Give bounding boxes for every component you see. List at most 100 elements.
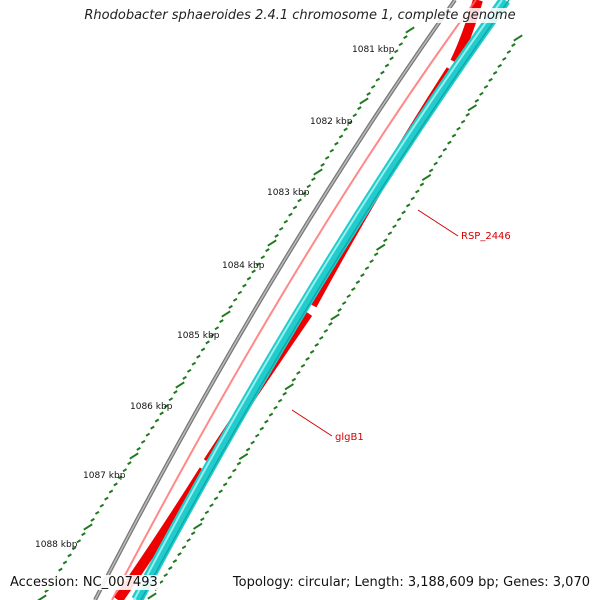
minor-tick <box>320 162 325 167</box>
minor-tick <box>150 425 155 430</box>
major-tick <box>129 452 139 460</box>
major-tick <box>330 313 340 321</box>
minor-tick <box>71 546 77 551</box>
minor-tick <box>347 120 353 125</box>
minor-tick <box>305 356 310 361</box>
major-tick <box>376 243 386 251</box>
minor-tick <box>292 205 298 210</box>
minor-tick <box>228 304 233 309</box>
minor-tick <box>277 398 283 403</box>
minor-tick <box>380 70 385 75</box>
minor-tick <box>232 297 238 302</box>
map-title: Rhodobacter sphaeroides 2.4.1 chromosome… <box>0 8 600 23</box>
minor-tick <box>278 226 284 231</box>
minor-tick <box>392 224 397 229</box>
major-tick <box>238 452 249 461</box>
minor-tick <box>159 411 164 416</box>
minor-tick <box>245 447 251 452</box>
genome-backbone <box>93 0 457 600</box>
minor-tick <box>222 482 228 487</box>
minor-tick <box>265 248 270 253</box>
minor-tick <box>158 580 164 585</box>
minor-tick <box>260 255 266 260</box>
minor-tick <box>309 349 315 354</box>
minor-tick <box>264 419 269 424</box>
minor-tick <box>370 84 376 89</box>
minor-tick <box>300 363 306 368</box>
minor-tick <box>219 319 224 324</box>
minor-tick <box>214 326 220 331</box>
minor-tick <box>465 112 470 117</box>
minor-tick <box>511 43 516 47</box>
minor-tick <box>396 217 402 222</box>
minor-tick <box>474 98 480 103</box>
minor-tick <box>437 154 443 159</box>
minor-tick <box>108 489 114 494</box>
minor-tick <box>301 191 307 196</box>
minor-tick <box>323 328 329 333</box>
major-tick <box>284 383 294 391</box>
forward-gene-track <box>111 0 483 600</box>
minor-tick <box>428 168 434 173</box>
minor-tick <box>433 161 438 166</box>
reverse-track <box>131 0 510 600</box>
minor-tick <box>205 340 210 345</box>
major-tick <box>513 34 523 42</box>
minor-tick <box>296 370 301 375</box>
genome-summary: Topology: circular; Length: 3,188,609 bp… <box>230 575 592 590</box>
minor-tick <box>44 588 49 593</box>
minor-tick <box>76 539 82 544</box>
minor-tick <box>181 545 187 550</box>
minor-tick <box>274 233 279 238</box>
gene-label-glgb1[interactable]: glgB1 <box>291 409 364 443</box>
minor-tick <box>62 560 68 565</box>
minor-tick <box>268 412 274 417</box>
major-tick <box>193 522 203 530</box>
minor-tick <box>405 203 411 208</box>
minor-tick <box>182 375 187 380</box>
minor-tick <box>352 113 358 118</box>
minor-tick <box>237 290 243 295</box>
gene-highlight <box>111 0 477 600</box>
minor-tick <box>168 397 174 402</box>
minor-tick <box>90 517 95 522</box>
minor-tick <box>389 56 394 61</box>
minor-tick <box>168 566 173 571</box>
minor-tick <box>314 342 319 347</box>
minor-tick <box>297 198 302 203</box>
gene-label-rsp-2446[interactable]: RSP_2446 <box>417 209 511 242</box>
minor-tick <box>288 212 293 217</box>
minor-tick <box>346 294 352 299</box>
minor-tick <box>488 77 493 82</box>
gene-name-text: RSP_2446 <box>461 231 511 242</box>
minor-tick <box>506 49 512 54</box>
tick-label: 1081 kbp <box>352 45 395 55</box>
minor-tick <box>383 238 388 243</box>
minor-tick <box>479 91 484 96</box>
tick-label: 1085 kbp <box>177 331 220 341</box>
accession-label: Accession: NC_007493 <box>8 575 160 590</box>
tick-label: 1086 kbp <box>130 402 173 412</box>
major-tick <box>37 594 47 600</box>
minor-tick <box>360 273 365 278</box>
minor-tick <box>122 468 128 473</box>
minor-tick <box>403 35 408 40</box>
minor-tick <box>329 148 335 153</box>
minor-tick <box>375 77 381 82</box>
minor-tick <box>117 475 123 480</box>
minor-tick <box>341 301 347 306</box>
minor-tick <box>338 134 344 139</box>
major-tick <box>267 239 277 247</box>
minor-tick <box>209 333 215 338</box>
tick-label: 1082 kbp <box>310 117 353 127</box>
minor-tick <box>250 440 255 445</box>
minor-tick <box>442 147 448 152</box>
tick-label: 1083 kbp <box>267 188 310 198</box>
minor-tick <box>492 70 498 75</box>
minor-tick <box>355 280 361 285</box>
genome-backbone-highlight <box>94 0 456 600</box>
minor-tick <box>291 377 297 382</box>
minor-tick <box>306 184 312 189</box>
major-tick <box>83 523 93 531</box>
